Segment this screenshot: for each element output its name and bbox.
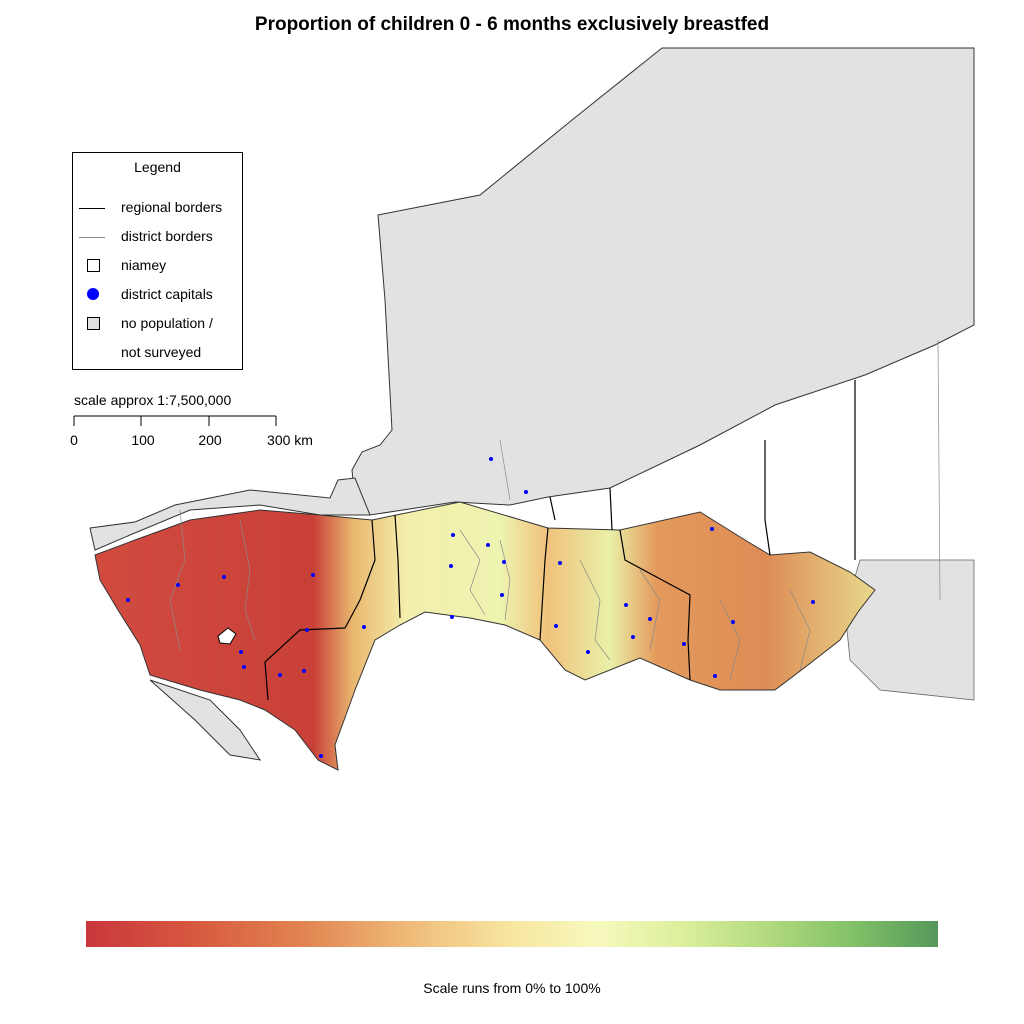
district-capital-dot: [239, 650, 243, 654]
grey-square-icon: [79, 316, 103, 332]
district-borders: [169, 339, 941, 681]
scale-tick-label: 0: [70, 432, 78, 448]
legend-item-label: district capitals: [121, 286, 213, 302]
district-capitals: [126, 457, 815, 758]
legend-item-label: regional borders: [121, 199, 223, 215]
color-scale-caption: Scale runs from 0% to 100%: [423, 980, 601, 996]
legend: Legend regional borders district borders…: [72, 152, 243, 370]
east-neighbour-area: [844, 559, 975, 701]
district-capital-dot: [524, 490, 528, 494]
district-capital-dot: [500, 593, 504, 597]
district-capital-dot: [319, 754, 323, 758]
legend-item-label: no population /: [121, 315, 213, 331]
district-capital-dot: [489, 457, 493, 461]
district-capital-dot: [811, 600, 815, 604]
district-capital-dot: [176, 583, 180, 587]
scale-tick-label: 200: [198, 432, 222, 448]
district-capital-dot: [710, 527, 714, 531]
district-capital-dot: [558, 561, 562, 565]
district-capital-dot: [449, 564, 453, 568]
district-capital-dot: [362, 625, 366, 629]
district-capital-dot: [586, 650, 590, 654]
district-capital-dot: [278, 673, 282, 677]
scale-bar: [73, 415, 277, 426]
blue-dot-icon: [79, 287, 103, 303]
legend-item-label: not surveyed: [121, 344, 202, 360]
district-capital-dot: [682, 642, 686, 646]
legend-item-label: niamey: [121, 257, 167, 273]
scale-tick-label: 300 km: [267, 432, 313, 448]
district-capital-dot: [302, 669, 306, 673]
district-capital-dot: [305, 628, 309, 632]
regional-border-line-icon: [79, 200, 105, 216]
district-capital-dot: [242, 665, 246, 669]
open-square-icon: [79, 258, 103, 274]
legend-item-district-capitals: district capitals: [73, 285, 242, 305]
district-capital-dot: [731, 620, 735, 624]
district-capital-dot: [624, 603, 628, 607]
district-border-line-icon: [79, 229, 105, 245]
district-capital-dot: [126, 598, 130, 602]
legend-item-no-population: no population /: [73, 314, 242, 334]
district-capital-dot: [713, 674, 717, 678]
niamey-area: [217, 627, 237, 645]
color-scale-bar: [86, 921, 938, 947]
scale-tick-label: 100: [131, 432, 155, 448]
legend-item-not-surveyed: not surveyed: [73, 343, 242, 363]
scale-title: scale approx 1:7,500,000: [74, 392, 232, 408]
legend-item-niamey: niamey: [73, 256, 242, 276]
legend-item-regional-borders: regional borders: [73, 198, 242, 218]
district-capital-dot: [631, 635, 635, 639]
legend-item-label: district borders: [121, 228, 213, 244]
no-population-areas: [89, 47, 975, 761]
district-capital-dot: [486, 543, 490, 547]
southwest-neighbour-area: [149, 679, 262, 761]
district-capital-dot: [450, 615, 454, 619]
district-capital-dot: [648, 617, 652, 621]
district-capital-dot: [554, 624, 558, 628]
legend-title: Legend: [134, 159, 181, 175]
district-capital-dot: [222, 575, 226, 579]
legend-item-district-borders: district borders: [73, 227, 242, 247]
west-neighbour-area: [89, 477, 371, 551]
district-capital-dot: [502, 560, 506, 564]
north-desert-area: [351, 47, 975, 516]
district-capital-dot: [451, 533, 455, 537]
map-title: Proportion of children 0 - 6 months excl…: [254, 14, 770, 35]
regional-borders: [264, 380, 856, 701]
district-capital-dot: [311, 573, 315, 577]
